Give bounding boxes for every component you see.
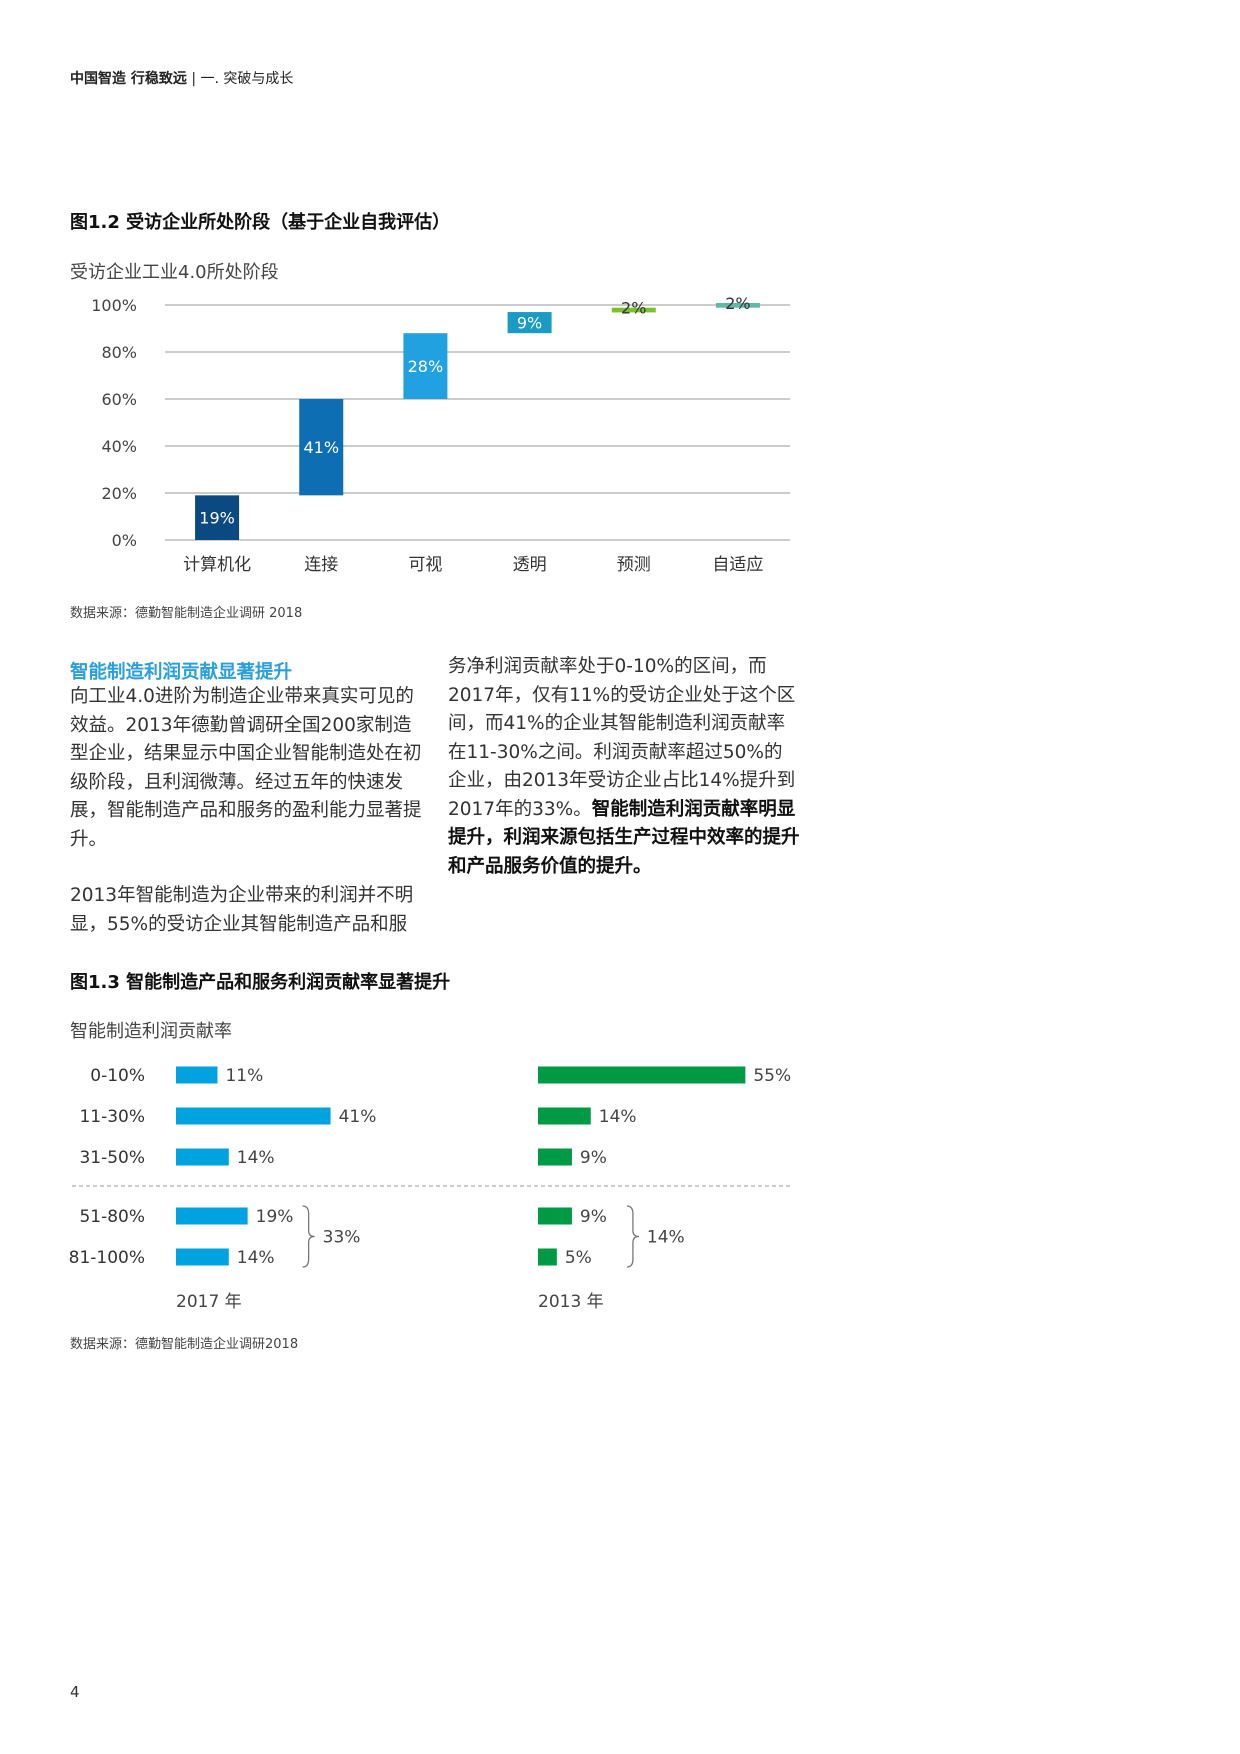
waterfall-chart: 0% 20% 40% 60% 80% 100% 19% 计算机化 41% 连接 28% 可视 9% 透明 2… (91, 294, 790, 575)
hbar (538, 1148, 572, 1166)
bar-value-label: 41% (303, 438, 339, 457)
series-label: 2013 年 (538, 1292, 604, 1312)
y-tick-label: 0% (112, 531, 137, 550)
hbar (538, 1107, 591, 1125)
header-divider: | (191, 71, 201, 87)
x-category-label: 透明 (513, 555, 547, 575)
y-tick-label: 60% (101, 390, 137, 409)
y-tick-label: 100% (91, 296, 137, 315)
bar-value-label: 2% (621, 299, 646, 318)
paragraph-2-continued: 2013年智能制造为企业带来的利润并不明显，55%的受访企业其智能制造产品和服务… (448, 653, 800, 881)
y-tick-label: 20% (101, 484, 137, 503)
figure-1-3-source: 数据来源：德勤智能制造企业调研2018 (70, 1337, 299, 1352)
x-category-label: 计算机化 (183, 555, 251, 575)
row-category-label: 31-50% (79, 1148, 145, 1168)
hbar (176, 1066, 218, 1084)
group-brace (626, 1205, 639, 1268)
text-column-right: 2013年智能制造为企业带来的利润并不明显，55%的受访企业其智能制造产品和服务… (448, 653, 800, 903)
running-header: 中国智造 行稳致远 | 一. 突破与成长 (70, 68, 293, 88)
series-label: 2017 年 (176, 1292, 242, 1312)
group-total-label: 33% (323, 1228, 361, 1248)
paragraph-2-text: 2013年智能制造为企业带来的利润并不明显，55%的受访企业其智能制造产品和服务… (70, 885, 414, 935)
x-category-label: 自适应 (712, 555, 763, 575)
section-heading: 智能制造利润贡献显著提升 (70, 662, 293, 683)
hbar-value-label: 9% (580, 1207, 607, 1227)
waterfall-bar (299, 399, 344, 496)
hbar (176, 1148, 229, 1166)
hbar (538, 1066, 746, 1084)
figure-1-2-title: 图1.2 受访企业所处阶段（基于企业自我评估） (70, 212, 451, 233)
hbar-value-label: 9% (580, 1148, 607, 1168)
hbar-value-label: 14% (237, 1148, 275, 1168)
hbar (538, 1207, 572, 1225)
group-brace (302, 1205, 315, 1268)
hbar-value-label: 14% (599, 1107, 637, 1127)
row-category-label: 0-10% (90, 1066, 145, 1086)
bar-value-label: 2% (725, 294, 750, 313)
hbar (176, 1207, 248, 1225)
paragraph-1: 向工业4.0进阶为制造企业带来真实可见的效益。2013年德勤曾调研全国200家制… (70, 686, 422, 850)
hbar (176, 1107, 331, 1125)
paragraph-2-start: 2013年智能制造为企业带来的利润并不明显，55%的受访企业其智能制造产品和服务… (70, 882, 422, 939)
report-title: 中国智造 行稳致远 (70, 71, 187, 87)
y-tick-label: 80% (101, 343, 137, 362)
waterfall-bar (195, 495, 240, 540)
hbar (176, 1248, 229, 1266)
section-title: 一. 突破与成长 (200, 71, 294, 87)
group-total-label: 14% (647, 1228, 685, 1248)
hbar-value-label: 41% (339, 1107, 377, 1127)
text-column-left: 向工业4.0进阶为制造企业带来真实可见的效益。2013年德勤曾调研全国200家制… (70, 683, 422, 854)
x-category-label: 连接 (304, 555, 338, 575)
waterfall-bar (507, 312, 552, 334)
figure-1-3-title: 图1.3 智能制造产品和服务利润贡献率显著提升 (70, 972, 451, 993)
hbar-value-label: 11% (225, 1066, 263, 1086)
bar-value-label: 9% (517, 314, 542, 333)
x-category-label: 可视 (408, 555, 442, 575)
waterfall-bar (611, 307, 656, 313)
figure-1-2-subtitle: 受访企业工业4.0所处阶段 (70, 262, 279, 283)
x-category-label: 预测 (617, 555, 651, 575)
figure-1-2-source: 数据来源：德勤智能制造企业调研 2018 (70, 606, 303, 621)
waterfall-bar (403, 333, 448, 399)
y-tick-label: 40% (101, 437, 137, 456)
paragraph-2-text-cont: 2013年智能制造为企业带来的利润并不明显，55%的受访企业其智能制造产品和服务… (448, 656, 796, 820)
paragraph-2-bold: 智能制造利润贡献率明显提升，利润来源包括生产过程中效率的提升和产品服务价值的提升… (448, 798, 800, 877)
hbar-value-label: 5% (565, 1248, 592, 1268)
hbar-value-label: 55% (753, 1066, 791, 1086)
page-number: 4 (70, 1683, 80, 1701)
hbar-value-label: 14% (237, 1248, 275, 1268)
hbar (538, 1248, 557, 1266)
hbar-value-label: 19% (256, 1207, 294, 1227)
waterfall-bar (715, 303, 760, 308)
figure-1-3-subtitle: 智能制造利润贡献率 (70, 1021, 232, 1042)
row-category-label: 51-80% (79, 1207, 145, 1227)
row-category-label: 11-30% (79, 1107, 145, 1127)
profit-contribution-chart: 0-10% 11-30% 31-50% 51-80% 81-100% 11% 41% 14% 1… (69, 1066, 792, 1312)
bar-value-label: 28% (408, 357, 444, 376)
bar-value-label: 19% (199, 509, 235, 528)
row-category-label: 81-100% (69, 1248, 145, 1268)
